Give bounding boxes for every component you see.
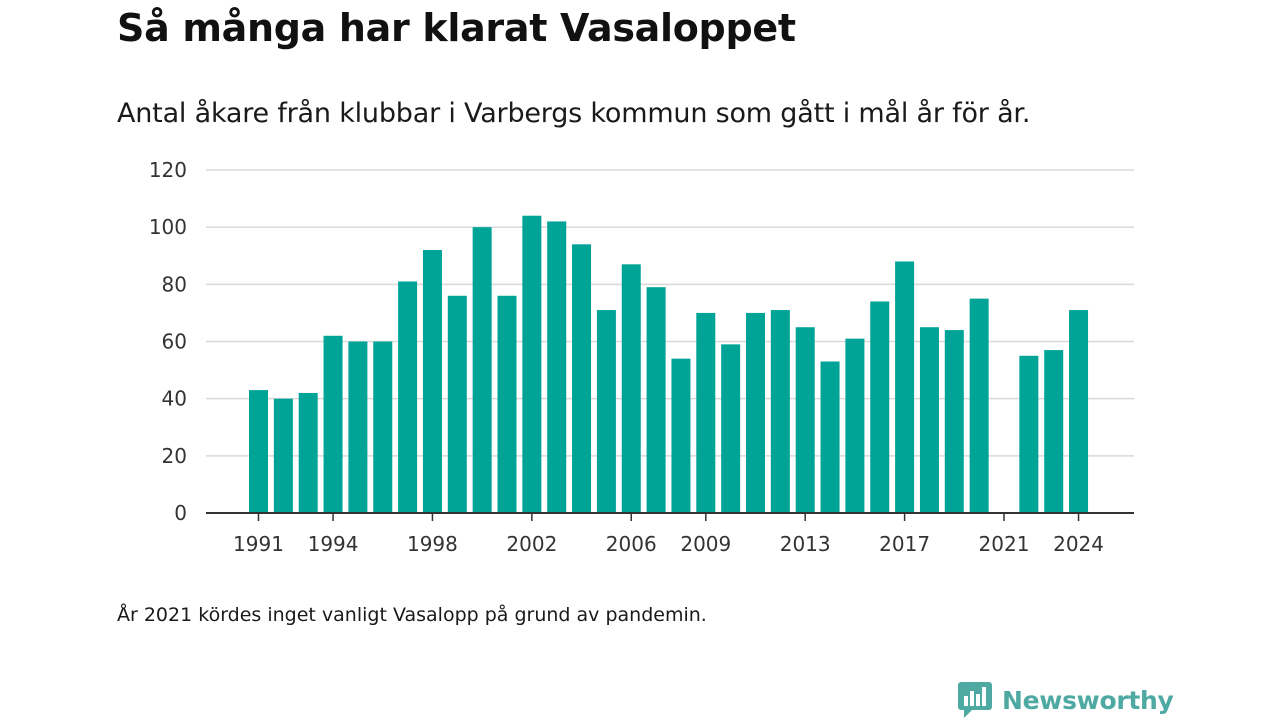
bars [249,215,1089,514]
x-tick-label: 2002 [506,532,557,556]
bar-chart: 0 20 40 60 80 100 120 1991 1994 1998 2002 2006 2009… [149,158,1134,556]
y-tick-label: 100 [149,215,187,239]
bar-2016 [870,301,890,513]
bar-2012 [770,310,790,513]
footnote: År 2021 kördes inget vanligt Vasalopp på… [117,604,707,626]
x-tick-label: 2017 [879,532,930,556]
newsworthy-logo-icon [958,682,992,718]
bar-1993 [298,392,318,513]
bar-1998 [422,250,442,514]
bar-2011 [746,312,765,513]
x-axis-ticks: 1991 1994 1998 2002 2006 2009 2013 2017 2021 2024 [233,513,1104,556]
bar-2006 [621,264,641,513]
x-tick-label: 1994 [308,532,359,556]
bar-2008 [671,358,691,513]
brand-name: Newsworthy [1002,685,1174,715]
x-tick-label: 2013 [780,532,831,556]
bar-1999 [447,295,467,513]
y-tick-label: 0 [174,501,187,525]
x-tick-label: 1998 [407,532,458,556]
bar-2019 [944,330,964,513]
bar-2001 [497,295,517,513]
bar-1992 [273,398,293,513]
chart-title: Så många har klarat Vasaloppet [117,6,796,50]
y-tick-label: 120 [149,158,187,182]
y-axis-ticks: 0 20 40 60 80 100 120 [149,158,187,525]
bar-2005 [596,310,616,513]
bar-2013 [795,327,815,513]
bar-2002 [522,215,542,513]
brand: Newsworthy [958,680,1174,720]
gridlines [206,169,1134,457]
bar-1996 [373,341,393,513]
bar-2003 [547,221,567,513]
bar-1991 [249,390,268,513]
bar-2009 [696,312,716,513]
bar-1995 [348,341,368,513]
bar-2020 [969,298,989,513]
y-tick-label: 80 [162,272,187,296]
x-tick-label: 2006 [606,532,657,556]
bar-2024 [1069,310,1089,513]
chart-subtitle: Antal åkare från klubbar i Varbergs komm… [117,98,1031,129]
bar-2010 [721,344,741,513]
bar-2007 [646,287,666,513]
x-tick-label: 2024 [1053,532,1104,556]
bar-2017 [895,261,915,513]
bar-2014 [820,361,840,513]
x-tick-label: 2021 [979,532,1030,556]
bar-2023 [1044,350,1064,513]
bar-2022 [1019,355,1039,513]
bar-1994 [323,335,343,513]
bar-2015 [845,338,865,513]
x-tick-label: 1991 [233,532,284,556]
y-tick-label: 60 [162,330,187,354]
bar-1997 [398,281,418,513]
bar-2000 [472,227,492,513]
y-tick-label: 20 [162,444,187,468]
bar-2004 [572,244,592,514]
bar-2018 [919,327,939,513]
x-tick-label: 2009 [680,532,731,556]
y-tick-label: 40 [162,387,187,411]
